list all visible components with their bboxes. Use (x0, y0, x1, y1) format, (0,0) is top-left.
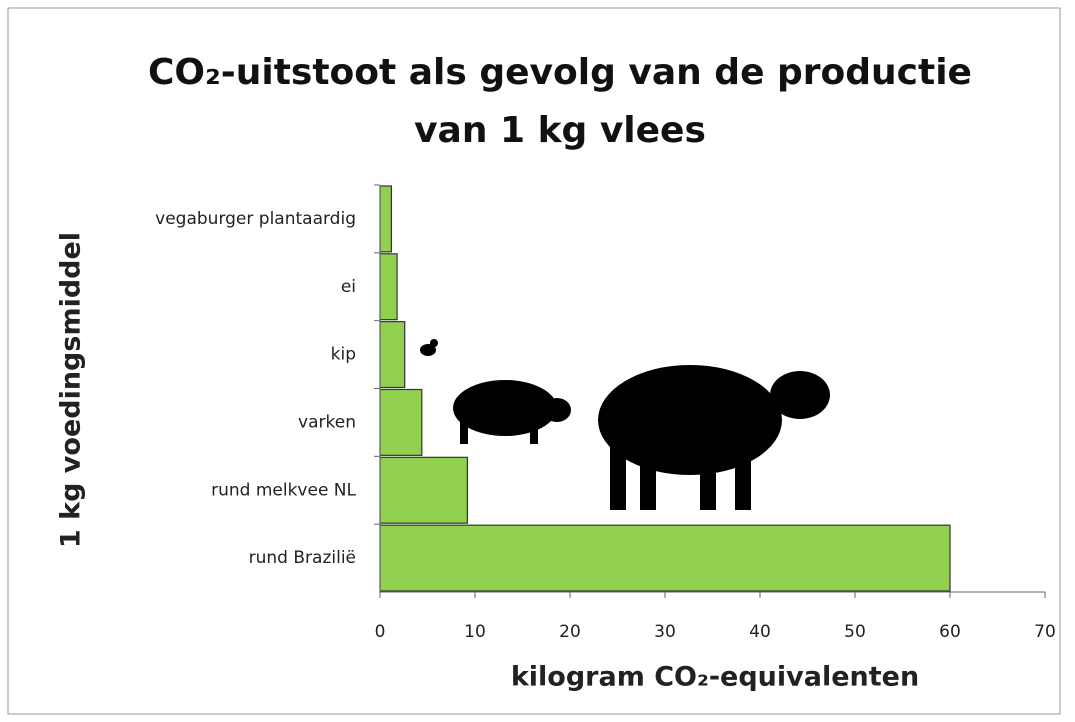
decor-animals (420, 339, 830, 510)
y-tick-label: kip (331, 345, 356, 365)
y-tick-label: rund melkvee NL (211, 480, 356, 500)
y-tick-label: ei (341, 277, 356, 297)
bar (379, 185, 392, 253)
y-tick-label: vegaburger plantaardig (155, 209, 356, 229)
x-tick-label: 70 (1034, 622, 1056, 642)
bar (379, 253, 398, 321)
x-tick-label: 60 (939, 622, 961, 642)
y-axis-label: 1 kg voedingsmiddel (56, 232, 87, 548)
x-tick-label: 40 (749, 622, 771, 642)
bar (379, 388, 423, 456)
frame (7, 7, 1061, 715)
y-tick-label: rund Brazilië (249, 548, 356, 568)
bar (379, 524, 951, 592)
x-tick-label: 30 (654, 622, 676, 642)
x-tick-label: 10 (464, 622, 486, 642)
x-tick-label: 50 (844, 622, 866, 642)
y-tick-label: varken (298, 412, 356, 432)
x-tick-label: 0 (375, 622, 386, 642)
x-tick-label: 20 (559, 622, 581, 642)
bar (379, 321, 406, 389)
bar (379, 456, 469, 524)
chart-title: CO₂-uitstoot als gevolg van de productie… (148, 52, 972, 151)
x-axis-label: kilogram CO₂-equivalenten (511, 662, 919, 693)
